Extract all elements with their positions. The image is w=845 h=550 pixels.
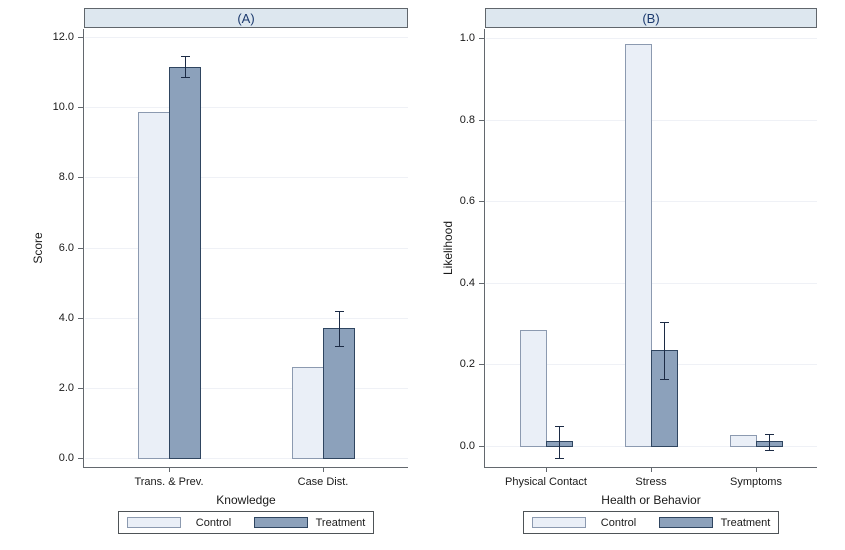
y-tick-label: 8.0	[58, 171, 74, 183]
panel-a-header: (A)	[84, 8, 408, 28]
legend-swatch-control	[127, 517, 181, 528]
legend-label-control: Control	[600, 516, 637, 529]
category-label: Case Dist.	[297, 476, 349, 488]
y-tick-mark	[479, 283, 484, 284]
x-tick-mark	[651, 468, 652, 472]
x-axis-line	[484, 467, 817, 468]
bar-control	[730, 435, 757, 447]
panel-b-header: (B)	[485, 8, 817, 28]
legend-panel-a: Control Treatment	[118, 511, 374, 534]
y-tick-mark	[78, 37, 83, 38]
y-tick-mark	[479, 201, 484, 202]
legend-label-control: Control	[195, 516, 232, 529]
y-tick-mark	[479, 120, 484, 121]
category-label: Trans. & Prev.	[134, 476, 204, 488]
y-axis-line	[83, 29, 84, 468]
y-tick-label: 6.0	[58, 242, 74, 254]
grid-line	[486, 38, 817, 39]
y-tick-mark	[479, 364, 484, 365]
y-tick-label: 4.0	[58, 312, 74, 324]
panel-b-title: (B)	[642, 10, 660, 26]
bar-treatment	[323, 328, 355, 459]
y-tick-label: 0.4	[459, 277, 475, 289]
error-bar-line	[664, 322, 665, 379]
legend-label-treatment: Treatment	[720, 516, 771, 529]
y-tick-mark	[78, 318, 83, 319]
y-tick-mark	[78, 107, 83, 108]
error-bar-cap-top	[660, 322, 669, 323]
grid-line	[85, 177, 408, 178]
legend-panel-b: Control Treatment	[523, 511, 779, 534]
y-tick-mark	[479, 38, 484, 39]
y-tick-mark	[78, 458, 83, 459]
legend-swatch-control	[532, 517, 586, 528]
legend-label-treatment: Treatment	[315, 516, 366, 529]
error-bar-cap-top	[335, 311, 344, 312]
grid-line	[85, 37, 408, 38]
y-tick-label: 0.2	[459, 358, 475, 370]
grid-line	[85, 107, 408, 108]
y-axis-title: Likelihood	[441, 220, 455, 276]
y-tick-label: 2.0	[58, 382, 74, 394]
error-bar-cap-bottom	[555, 458, 564, 459]
y-axis-line	[484, 29, 485, 468]
y-tick-mark	[78, 248, 83, 249]
y-tick-mark	[78, 177, 83, 178]
grid-line	[85, 388, 408, 389]
error-bar-cap-bottom	[765, 450, 774, 451]
bar-treatment	[169, 67, 201, 459]
error-bar-line	[185, 56, 186, 77]
x-axis-title: Health or Behavior	[601, 493, 701, 507]
error-bar-cap-bottom	[181, 77, 190, 78]
y-tick-label: 12.0	[52, 31, 74, 43]
panel-a-title: (A)	[237, 10, 255, 26]
y-tick-label: 0.0	[58, 452, 74, 464]
bar-control	[625, 44, 652, 447]
y-tick-label: 10.0	[52, 101, 74, 113]
y-tick-label: 0.8	[459, 114, 475, 126]
y-tick-mark	[479, 446, 484, 447]
error-bar-cap-top	[765, 434, 774, 435]
x-axis-title: Knowledge	[216, 493, 276, 507]
error-bar-line	[559, 426, 560, 458]
category-label: Symptoms	[730, 476, 782, 488]
legend-swatch-treatment	[659, 517, 713, 528]
grid-line	[85, 318, 408, 319]
y-tick-mark	[78, 388, 83, 389]
error-bar-line	[339, 311, 340, 346]
y-axis-title: Score	[31, 232, 45, 264]
y-tick-label: 0.0	[459, 440, 475, 452]
category-label: Physical Contact	[505, 476, 587, 488]
error-bar-cap-top	[181, 56, 190, 57]
category-label: Stress	[635, 476, 667, 488]
error-bar-cap-bottom	[660, 379, 669, 380]
x-tick-mark	[169, 468, 170, 472]
x-axis-line	[83, 467, 408, 468]
y-tick-label: 0.6	[459, 195, 475, 207]
bar-control	[292, 367, 324, 459]
x-tick-mark	[546, 468, 547, 472]
legend-swatch-treatment	[254, 517, 308, 528]
bar-control	[520, 330, 547, 447]
grid-line	[85, 458, 408, 459]
error-bar-cap-bottom	[335, 346, 344, 347]
grid-line	[85, 248, 408, 249]
error-bar-cap-top	[555, 426, 564, 427]
y-tick-label: 1.0	[459, 32, 475, 44]
x-tick-mark	[756, 468, 757, 472]
bar-control	[138, 112, 170, 459]
error-bar-line	[769, 434, 770, 450]
x-tick-mark	[323, 468, 324, 472]
